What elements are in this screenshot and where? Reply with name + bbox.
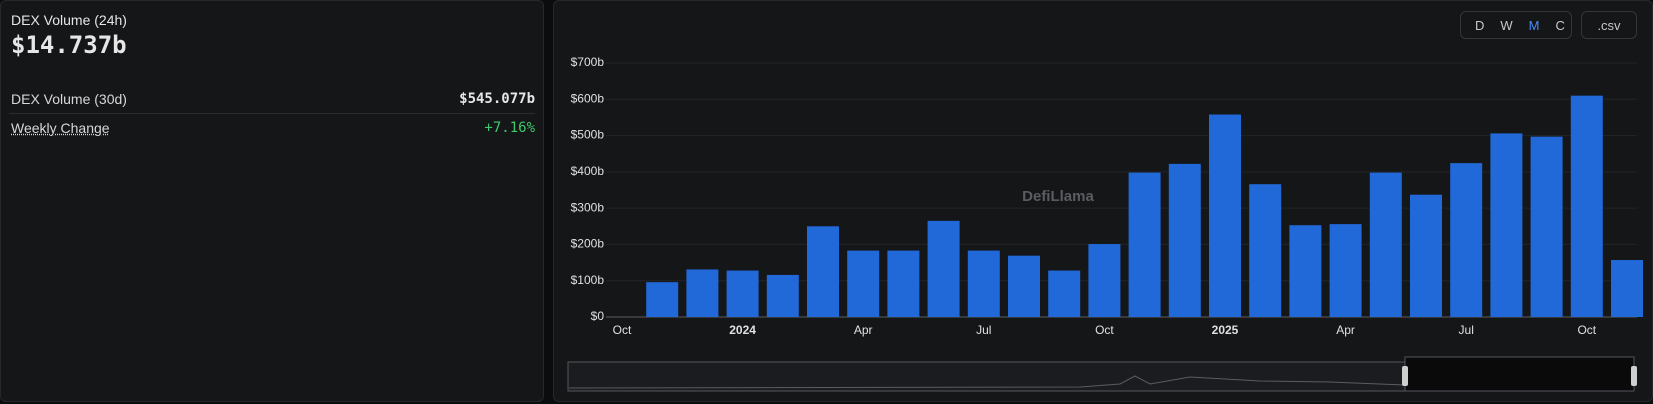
bar <box>726 270 759 317</box>
bar <box>1450 163 1483 317</box>
navigator-window[interactable] <box>1404 356 1635 392</box>
x-tick-label: 2024 <box>729 323 756 337</box>
bar <box>1530 136 1563 317</box>
y-tick-label: $200b <box>571 237 605 251</box>
bar <box>1490 133 1523 317</box>
x-tick-label: Oct <box>1577 323 1596 337</box>
period-button[interactable]: D <box>1475 17 1485 33</box>
bar <box>1570 95 1603 318</box>
navigator-preview <box>568 375 1406 389</box>
x-tick-label: Jul <box>1459 323 1474 337</box>
watermark: DefiLlama <box>1022 188 1094 205</box>
period-button[interactable]: C <box>1555 17 1565 33</box>
x-tick-label: Oct <box>613 323 632 337</box>
bar <box>766 274 799 317</box>
divider <box>9 113 535 114</box>
csv-button[interactable]: .csv <box>1581 11 1637 39</box>
summary-panel: DEX Volume (24h) $14.737b DEX Volume (30… <box>0 0 544 402</box>
summary-title: DEX Volume (24h) <box>11 12 127 28</box>
bar <box>807 226 839 317</box>
bar <box>887 250 920 317</box>
csv-label[interactable]: .csv <box>1597 17 1621 33</box>
row-label[interactable]: Weekly Change <box>11 120 110 136</box>
row-value: $545.077b <box>459 91 535 107</box>
bar <box>1329 224 1362 317</box>
x-tick-label: 2025 <box>1212 323 1239 337</box>
summary-value: $14.737b <box>11 31 127 59</box>
navigator-handle[interactable] <box>1631 366 1637 386</box>
x-tick-label: Apr <box>854 323 873 337</box>
bar <box>1048 270 1081 317</box>
bar <box>1168 163 1201 317</box>
period-button[interactable]: M <box>1528 17 1540 33</box>
y-tick-label: $700b <box>571 55 605 69</box>
y-tick-label: $100b <box>571 273 605 287</box>
bar <box>927 220 960 317</box>
row-value: +7.16% <box>484 120 535 136</box>
x-tick-label: Jul <box>976 323 991 337</box>
y-tick-label: $500b <box>571 128 605 142</box>
y-tick-label: $0 <box>591 309 605 323</box>
bar <box>1128 172 1161 317</box>
bar <box>847 250 880 317</box>
y-tick-label: $400b <box>571 164 605 178</box>
bar <box>1209 114 1241 317</box>
x-tick-label: Apr <box>1336 323 1355 337</box>
x-tick-label: Oct <box>1095 323 1114 337</box>
y-tick-label: $600b <box>571 91 605 105</box>
bar <box>1369 172 1402 317</box>
bar <box>1088 244 1121 317</box>
row-label: DEX Volume (30d) <box>11 91 127 107</box>
period-button[interactable]: W <box>1500 17 1513 33</box>
bar <box>1249 184 1282 317</box>
bar <box>686 269 719 317</box>
y-tick-label: $300b <box>571 200 605 214</box>
bar <box>967 250 1000 317</box>
bar <box>1289 225 1322 317</box>
navigator-handle[interactable] <box>1402 366 1408 386</box>
bar <box>1008 255 1040 317</box>
bar <box>646 282 679 317</box>
bar <box>1410 194 1442 317</box>
bar <box>1611 260 1643 317</box>
